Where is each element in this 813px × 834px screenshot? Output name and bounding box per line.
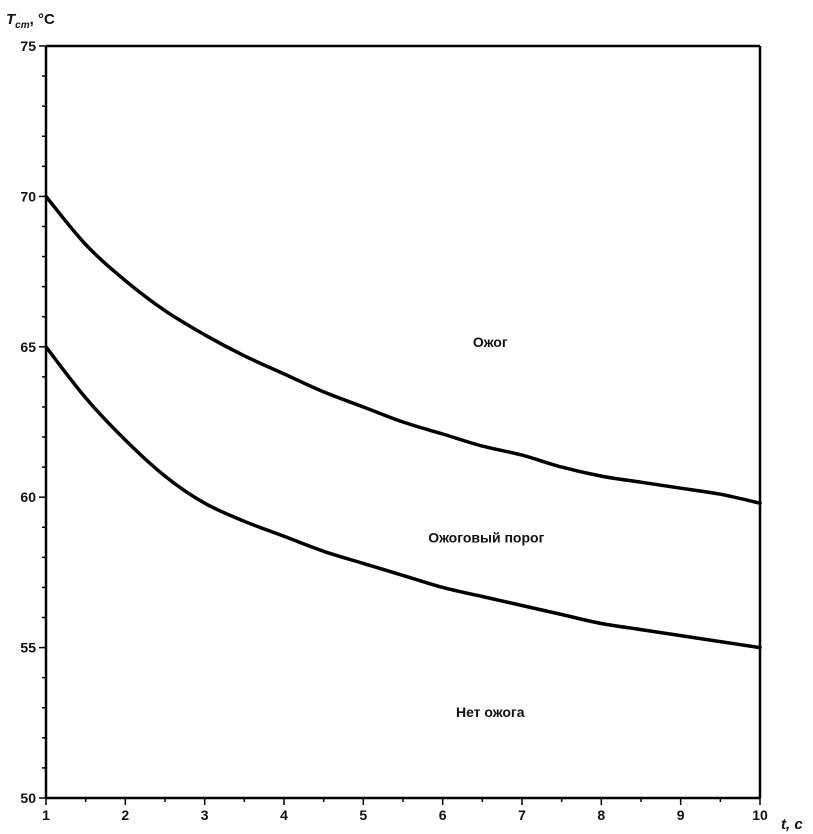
x-tick-label: 7 <box>518 807 526 823</box>
x-tick-label: 8 <box>597 807 605 823</box>
y-axis-title-unit: , °C <box>30 11 55 28</box>
region-label: Ожог <box>473 334 508 350</box>
y-tick-label: 75 <box>20 38 36 54</box>
x-tick-label: 10 <box>752 807 768 823</box>
y-axis-title-subscript: ст <box>15 20 30 31</box>
annotations-layer: Ожог Ожоговый порог Нет ожога <box>428 334 544 720</box>
x-tick-label: 1 <box>42 807 50 823</box>
x-tick-label: 3 <box>201 807 209 823</box>
y-tick-label: 50 <box>20 790 36 806</box>
y-axis-ticks: 50 55 60 65 70 75 <box>20 38 46 806</box>
region-label: Нет ожога <box>456 704 525 720</box>
y-tick-label: 65 <box>20 339 36 355</box>
y-tick-label: 55 <box>20 640 36 656</box>
x-axis-ticks: 1 2 3 4 5 6 7 8 9 10 <box>42 798 768 823</box>
x-tick-label: 5 <box>359 807 367 823</box>
series-layer <box>44 194 762 650</box>
x-tick-label: 9 <box>677 807 685 823</box>
x-axis-title: t, с <box>781 816 803 833</box>
y-axis-title: Tст, °C <box>6 11 55 31</box>
series-line-lower <box>44 345 762 650</box>
y-axis-title-symbol: T <box>6 11 17 28</box>
y-tick-label: 70 <box>20 188 36 204</box>
series-line-upper <box>44 194 762 505</box>
y-tick-label: 60 <box>20 489 36 505</box>
x-tick-label: 4 <box>280 807 288 823</box>
region-label: Ожоговый порог <box>428 529 544 545</box>
x-tick-label: 6 <box>439 807 447 823</box>
x-tick-label: 2 <box>121 807 129 823</box>
